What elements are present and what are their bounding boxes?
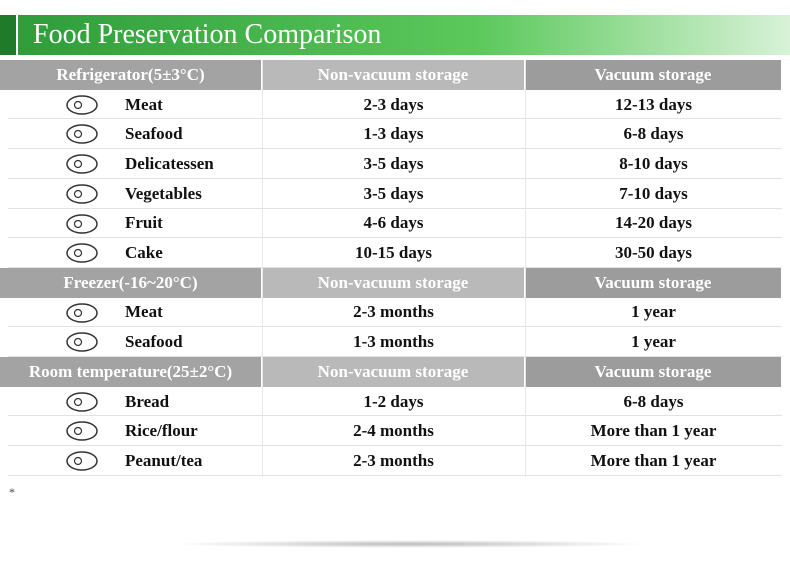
column-separator: [525, 60, 526, 477]
section-header-cell: Refrigerator(5±3°C): [0, 60, 261, 90]
column-separator: [262, 60, 263, 477]
food-icon: [66, 451, 98, 471]
food-name: Seafood: [125, 332, 183, 352]
non-vacuum-time: 3-5 days: [363, 153, 424, 173]
row-separator: [8, 118, 782, 120]
food-name: Bread: [125, 391, 170, 411]
title-accent: [0, 15, 16, 55]
food-name: Rice/flour: [125, 421, 198, 441]
non-vacuum-time: 3-5 days: [363, 183, 424, 203]
non-vacuum-time: 2-3 months: [353, 450, 434, 470]
row-separator: [8, 207, 782, 209]
section-header-cell: Freezer(-16~20°C): [0, 267, 261, 298]
food-icon: [66, 421, 98, 442]
vacuum-time: 12-13 days: [615, 94, 692, 114]
section-header-cell: Non-vacuum storage: [262, 357, 524, 387]
non-vacuum-time: 1-2 days: [363, 391, 424, 411]
row-separator: [8, 326, 782, 328]
food-name: Vegetables: [125, 183, 202, 203]
vacuum-time: 1 year: [631, 332, 676, 352]
food-name: Seafood: [125, 124, 183, 144]
non-vacuum-time: 1-3 months: [353, 332, 434, 352]
title-bar: [18, 15, 790, 55]
food-name: Meat: [125, 94, 163, 114]
non-vacuum-time: 4-6 days: [363, 213, 424, 233]
vacuum-time: 14-20 days: [615, 213, 692, 233]
food-name: Peanut/tea: [125, 450, 203, 470]
food-name: Fruit: [125, 213, 163, 233]
food-icon: [66, 124, 98, 145]
food-icon: [66, 184, 98, 204]
food-icon: [66, 332, 98, 353]
non-vacuum-time: 10-15 days: [355, 243, 432, 263]
section-header-cell: Non-vacuum storage: [262, 60, 524, 90]
section-header-cell: Room temperature(25±2°C): [0, 357, 261, 387]
section-header-cell: Vacuum storage: [525, 267, 781, 298]
vacuum-time: 6-8 days: [623, 391, 684, 411]
row-separator: [8, 474, 782, 476]
non-vacuum-time: 2-3 months: [353, 302, 434, 322]
vacuum-time: 6-8 days: [623, 124, 684, 144]
vacuum-time: More than 1 year: [590, 450, 717, 470]
row-separator: [8, 177, 782, 179]
food-name: Cake: [125, 243, 163, 263]
food-icon: [66, 94, 98, 115]
food-icon: [66, 154, 98, 174]
row-separator: [8, 356, 782, 357]
title: Food Preservation Comparison: [33, 19, 382, 50]
food-icon: [66, 213, 98, 234]
row-separator: [8, 415, 782, 417]
vacuum-time: 30-50 days: [615, 243, 692, 263]
vacuum-time: 8-10 days: [619, 153, 688, 173]
food-icon: [66, 391, 98, 412]
vacuum-time: More than 1 year: [590, 421, 717, 441]
food-icon: [66, 243, 98, 263]
food-name: Delicatessen: [125, 153, 214, 173]
non-vacuum-time: 1-3 days: [363, 124, 424, 144]
food-icon: [66, 302, 98, 323]
shadow: [170, 540, 650, 548]
row-separator: [8, 445, 782, 447]
section-header-cell: Vacuum storage: [525, 60, 781, 90]
section-header-cell: Vacuum storage: [525, 357, 781, 387]
section-header-cell: Non-vacuum storage: [262, 267, 524, 298]
non-vacuum-time: 2-3 days: [363, 94, 424, 114]
row-separator: [8, 237, 782, 239]
row-separator: [8, 148, 782, 150]
footnote: *: [9, 485, 15, 499]
food-name: Meat: [125, 302, 163, 322]
row-separator: [8, 266, 782, 268]
vacuum-time: 1 year: [631, 302, 676, 322]
non-vacuum-time: 2-4 months: [353, 421, 434, 441]
vacuum-time: 7-10 days: [619, 183, 688, 203]
